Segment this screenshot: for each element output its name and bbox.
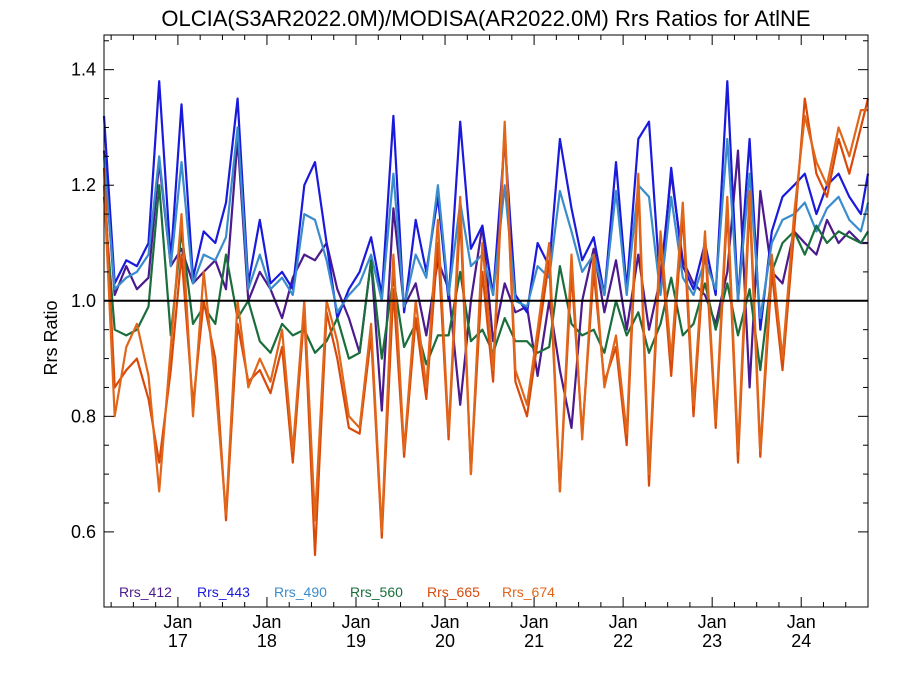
legend-entry-rrs-665: Rrs_665 bbox=[427, 584, 480, 600]
x-tick-label-year: 20 bbox=[435, 631, 455, 651]
legend-entry-rrs-412: Rrs_412 bbox=[119, 584, 172, 600]
x-tick-label-year: 24 bbox=[791, 631, 811, 651]
y-tick-label: 1.2 bbox=[71, 175, 96, 195]
series-line-rrs-490 bbox=[102, 126, 870, 320]
legend-entry-rrs-674: Rrs_674 bbox=[502, 584, 555, 600]
series-line-rrs-443 bbox=[102, 80, 870, 331]
x-tick-label-year: 23 bbox=[702, 631, 722, 651]
y-tick-label: 0.8 bbox=[71, 406, 96, 426]
chart-title: OLCIA(S3AR2022.0M)/MODISA(AR2022.0M) Rrs… bbox=[161, 6, 810, 31]
legend-entry-rrs-490: Rrs_490 bbox=[274, 584, 327, 600]
x-tick-label-year: 22 bbox=[613, 631, 633, 651]
series-layer bbox=[102, 80, 870, 557]
plot-frame bbox=[103, 34, 869, 608]
y-tick-label: 0.6 bbox=[71, 522, 96, 542]
x-tick-label-month: Jan bbox=[252, 612, 281, 632]
legend: Rrs_412 Rrs_443 Rrs_490 Rrs_560 Rrs_665 Rrs_6… bbox=[119, 584, 555, 600]
x-tick-label-month: Jan bbox=[520, 612, 549, 632]
x-tick-label-month: Jan bbox=[787, 612, 816, 632]
legend-entry-rrs-560: Rrs_560 bbox=[350, 584, 403, 600]
x-tick-label-month: Jan bbox=[163, 612, 192, 632]
legend-entry-rrs-443: Rrs_443 bbox=[197, 584, 250, 600]
x-tick-label-year: 19 bbox=[346, 631, 366, 651]
y-axis: 0.6 0.8 1.0 1.2 1.4 bbox=[71, 40, 868, 542]
x-tick-label-month: Jan bbox=[341, 612, 370, 632]
series-line-rrs-674 bbox=[102, 108, 868, 534]
x-tick-label-month: Jan bbox=[698, 612, 727, 632]
x-tick-label-year: 21 bbox=[524, 631, 544, 651]
x-tick-label-year: 18 bbox=[257, 631, 277, 651]
y-axis-label: Rrs Ratio bbox=[41, 300, 61, 375]
series-line-rrs-412 bbox=[102, 137, 868, 429]
x-tick-label-month: Jan bbox=[609, 612, 638, 632]
x-tick-label-year: 17 bbox=[168, 631, 188, 651]
x-tick-label-month: Jan bbox=[431, 612, 460, 632]
y-tick-label: 1.4 bbox=[71, 60, 96, 80]
y-tick-label: 1.0 bbox=[71, 291, 96, 311]
